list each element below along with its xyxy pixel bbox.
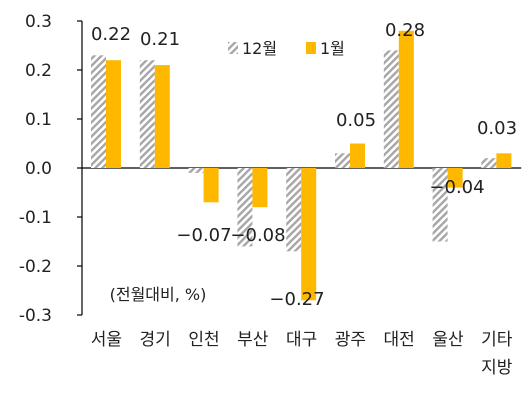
bar-1월: [398, 30, 414, 168]
bar-1월: [154, 65, 170, 168]
bar-12월: [188, 168, 204, 173]
data-label: −0.27: [269, 289, 324, 310]
data-label: −0.08: [230, 225, 285, 246]
legend-swatch-12월: [228, 42, 238, 54]
x-category-label: 울산: [432, 330, 464, 350]
x-category-label: 경기: [140, 330, 171, 350]
x-category-label: 광주: [335, 330, 366, 350]
x-category-label: 대구: [286, 330, 317, 350]
bar-12월: [432, 168, 448, 242]
x-category-label: 기타: [481, 330, 513, 350]
data-label: 0.22: [91, 24, 131, 45]
x-category-label: 지방: [481, 358, 513, 378]
data-label: −0.07: [176, 225, 231, 246]
legend-swatch-1월: [306, 42, 316, 54]
bar-12월: [139, 60, 155, 169]
bar-12월: [91, 55, 106, 168]
data-label: 0.03: [477, 118, 517, 139]
bar-1월: [106, 60, 121, 169]
x-category-label: 대전: [384, 330, 415, 350]
bar-12월: [335, 153, 350, 168]
x-category-label: 인천: [188, 330, 219, 350]
data-label: 0.05: [336, 110, 376, 131]
data-label: 0.21: [140, 29, 180, 50]
x-category-label: 부산: [237, 330, 269, 350]
data-label: 0.28: [385, 20, 425, 41]
y-tick-label: 0.0: [25, 159, 52, 179]
y-tick-label: -0.2: [19, 257, 52, 277]
legend-label-1월: 1월: [320, 39, 345, 58]
bar-12월: [286, 168, 302, 252]
y-tick-label: -0.1: [19, 208, 52, 228]
bar-1월: [447, 168, 463, 188]
bar-12월: [237, 168, 253, 247]
bar-1월: [350, 143, 365, 168]
y-tick-label: -0.3: [19, 306, 52, 326]
bar-1월: [496, 153, 512, 168]
data-label: −0.04: [429, 177, 484, 198]
unit-note: (전월대비, %): [110, 285, 207, 304]
y-tick-label: 0.3: [25, 12, 52, 32]
bar-1월: [301, 168, 317, 301]
legend-label-12월: 12월: [242, 39, 277, 58]
bar-12월: [383, 50, 399, 168]
y-tick-label: 0.2: [25, 61, 52, 81]
x-category-label: 서울: [91, 330, 122, 350]
bar-1월: [252, 168, 268, 208]
bar-1월: [203, 168, 219, 203]
bar-12월: [481, 158, 497, 168]
y-tick-label: 0.1: [25, 110, 52, 130]
